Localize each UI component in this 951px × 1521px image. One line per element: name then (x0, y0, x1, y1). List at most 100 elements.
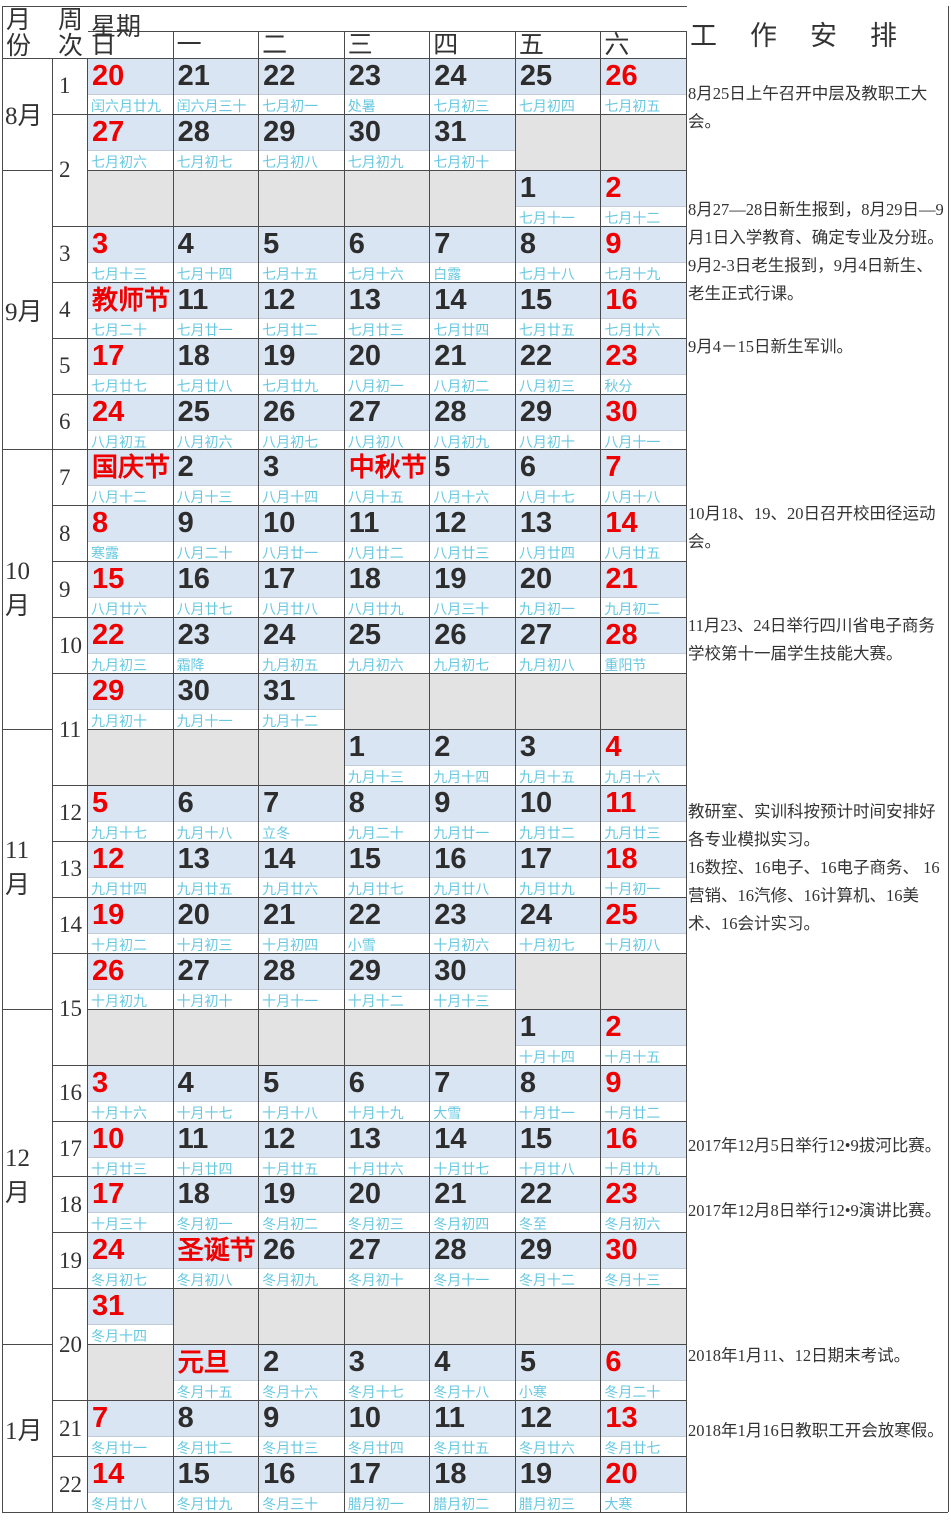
date-cell: 26 七月初五 (601, 58, 687, 114)
date-band: 20 (344, 1177, 430, 1214)
date-cell: 11 七月廿一 (173, 281, 260, 338)
date-band: 7 (430, 226, 515, 263)
date-number: 1 (519, 171, 536, 204)
table-border (2, 6, 3, 1512)
lunar-label: 冬月十八 (433, 1384, 490, 1401)
lunar-label: 冬月十七 (347, 1384, 404, 1401)
date-cell: 21 八月初二 (430, 337, 516, 394)
date-number: 12 (263, 283, 296, 316)
date-band: 17 (88, 1177, 173, 1214)
date-number: 9 (605, 1066, 622, 1099)
date-cell: 6 八月十七 (515, 449, 602, 506)
date-cell: 30 十月十三 (430, 952, 516, 1009)
date-band: 24 (430, 59, 515, 95)
date-cell: 16 冬月三十 (259, 1456, 345, 1512)
work-note: 2017年12月8日举行12•9演讲比赛。 (688, 1201, 942, 1220)
date-cell: 元旦 冬月十五 (173, 1344, 260, 1400)
week-number-cell: 10 (53, 617, 88, 674)
date-number: 16 (263, 1458, 296, 1491)
date-number: 21 (434, 339, 467, 372)
date-cell: 23 秋分 (601, 337, 687, 394)
lunar-label: 寒露 (91, 545, 119, 562)
lunar-label: 九月初六 (347, 657, 404, 674)
work-note: 2018年1月11、12日期末考试。 (688, 1346, 911, 1365)
date-number: 20 (348, 339, 381, 372)
date-band: 23 (601, 1177, 686, 1214)
weekday-header: 三 (345, 32, 431, 58)
date-cell: 18 腊月初二 (430, 1456, 516, 1512)
lunar-label: 九月廿二 (518, 825, 575, 841)
date-cell: 19 十月初二 (88, 896, 174, 953)
date-band: 30 (601, 394, 686, 431)
lunar-label: 十月廿八 (518, 1160, 575, 1177)
lunar-label: 十月廿一 (518, 1104, 575, 1121)
date-cell: 1 七月十一 (515, 169, 602, 226)
lunar-label: 冬月初八 (176, 1272, 233, 1289)
date-cell: 22 小雪 (344, 896, 431, 953)
lunar-label: 十月廿四 (176, 1160, 233, 1177)
date-cell: 24 七月初三 (430, 58, 516, 114)
date-number: 9 (177, 507, 194, 540)
lunar-label: 八月初三 (518, 377, 575, 394)
date-band: 2 (601, 170, 686, 207)
date-number: 15 (348, 842, 381, 875)
week-column-header: 周 次 (58, 7, 84, 60)
date-band: 中秋节 (344, 450, 430, 487)
festival-label: 圣诞节 (177, 1235, 256, 1266)
date-number: 22 (263, 60, 296, 92)
date-cell: 20 闰六月廿九 (88, 58, 174, 114)
lunar-label: 七月廿二 (262, 321, 319, 338)
date-cell: 16 九月廿八 (430, 840, 516, 897)
date-band: 14 (430, 282, 515, 319)
date-number: 25 (605, 898, 638, 931)
month-cell: 12月 (2, 1008, 53, 1345)
date-band: 31 (430, 114, 515, 151)
date-number: 18 (348, 563, 381, 596)
lunar-label: 九月廿四 (91, 880, 147, 897)
date-cell: 18 十月初一 (601, 840, 687, 897)
lunar-label: 九月初一 (518, 601, 575, 618)
date-cell: 28 八月初九 (430, 393, 516, 450)
date-number: 26 (434, 619, 467, 652)
date-band: 21 (173, 59, 259, 95)
date-band: 9 (601, 226, 686, 263)
date-number: 7 (434, 1066, 451, 1099)
lunar-label: 九月初七 (433, 657, 490, 674)
date-band: 20 (344, 338, 430, 375)
date-cell: 26 冬月初九 (259, 1232, 345, 1288)
date-band: 8 (173, 1401, 259, 1438)
date-cell: 3 九月十五 (515, 729, 602, 785)
date-cell: 31 七月初十 (430, 113, 516, 170)
date-number: 18 (177, 1178, 210, 1211)
date-band: 3 (88, 226, 173, 263)
empty-cell (344, 1288, 431, 1345)
date-number: 4 (434, 1346, 451, 1379)
date-cell: 6 九月十八 (173, 785, 260, 841)
date-cell: 24 冬月初七 (88, 1232, 174, 1288)
date-number: 31 (263, 675, 296, 708)
date-number: 18 (605, 842, 638, 875)
date-band: 25 (173, 394, 259, 431)
lunar-label: 八月十七 (518, 489, 575, 506)
date-number: 7 (263, 787, 280, 819)
date-number: 16 (177, 563, 210, 596)
date-band: 21 (601, 562, 686, 599)
date-band: 7 (259, 786, 344, 822)
work-note: 10月18、19、20日召开校田径运动会。 (688, 504, 936, 551)
date-band: 2 (259, 1345, 344, 1382)
lunar-label: 冬月十一 (433, 1272, 490, 1289)
date-band: 7 (601, 450, 686, 487)
date-number: 3 (92, 227, 109, 260)
lunar-label: 冬月初六 (604, 1216, 661, 1233)
date-number: 31 (92, 1290, 125, 1323)
date-band: 13 (344, 1121, 430, 1158)
empty-cell (430, 169, 516, 226)
date-band: 8 (344, 786, 430, 822)
date-band: 6 (601, 1345, 686, 1382)
date-band: 30 (430, 953, 515, 990)
date-band: 23 (344, 59, 430, 95)
date-number: 19 (434, 563, 467, 596)
date-cell: 31 九月十二 (259, 673, 345, 729)
date-cell: 15 八月廿六 (88, 561, 174, 617)
